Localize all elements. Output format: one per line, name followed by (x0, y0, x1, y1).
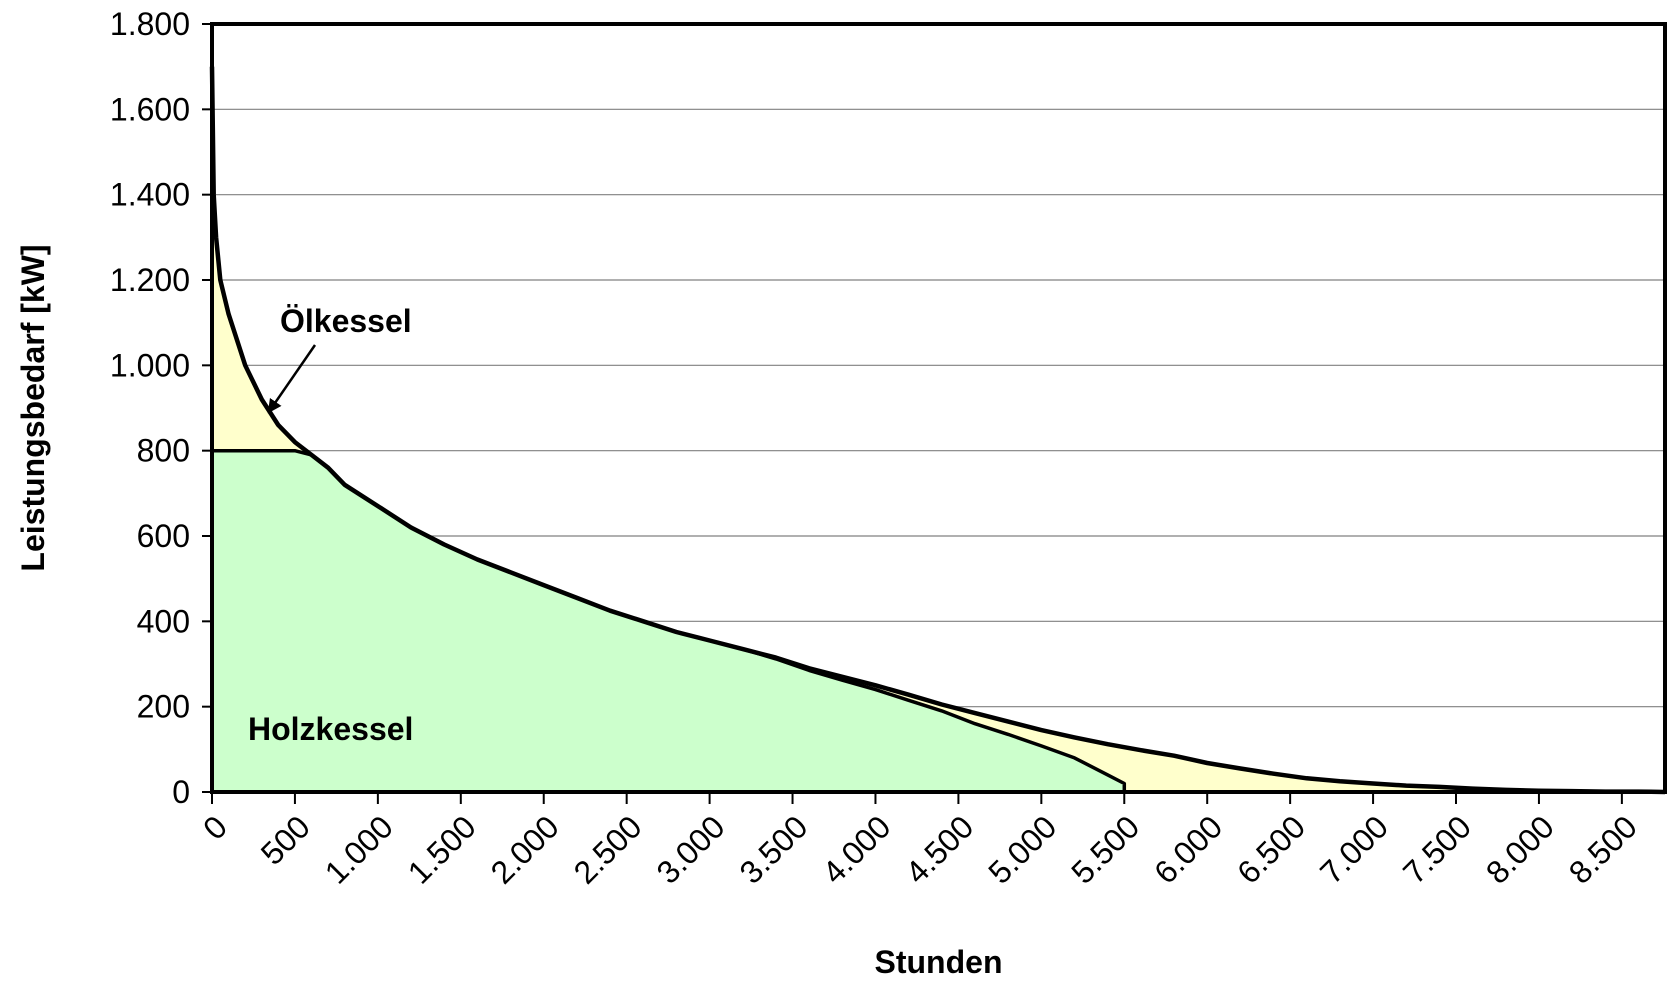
annotation-oelkessel-arrow (267, 344, 317, 414)
x-tick-label-14: 7.000 (1313, 809, 1395, 891)
x-tick-label-0: 0 (196, 809, 234, 847)
line-oelkessel (209, 66, 1666, 795)
x-tick-label-8: 4.000 (815, 809, 897, 891)
x-axis-title: Stunden (875, 944, 1003, 980)
x-tick-label-6: 3.000 (650, 809, 732, 891)
x-tick-label-2: 1.000 (318, 809, 400, 891)
x-tick-label-5: 2.500 (567, 809, 649, 891)
x-tick-label-3: 1.500 (401, 809, 483, 891)
annotation-oelkessel-label: Ölkessel (280, 303, 412, 339)
y-tick-label-2: 400 (137, 603, 190, 639)
line-holzkessel (212, 448, 1127, 792)
x-tick-label-9: 4.500 (898, 809, 980, 891)
x-tick-label-11: 5.500 (1064, 809, 1146, 891)
x-tick-label-12: 6.000 (1147, 809, 1229, 891)
x-tick-label-16: 8.000 (1479, 809, 1561, 891)
x-tick-label-17: 8.500 (1562, 809, 1644, 891)
y-axis-title: Leistungsbedarf [kW] (15, 244, 51, 571)
y-tick-label-7: 1.400 (110, 177, 190, 213)
y-tick-label-6: 1.200 (110, 262, 190, 298)
y-tick-label-3: 600 (137, 518, 190, 554)
x-tick-label-15: 7.500 (1396, 809, 1478, 891)
x-tick-label-13: 6.500 (1230, 809, 1312, 891)
x-tick-label-7: 3.500 (732, 809, 814, 891)
x-tick-label-10: 5.000 (981, 809, 1063, 891)
x-tick-label-1: 500 (254, 809, 317, 872)
plot-frame (210, 22, 1667, 794)
y-tick-label-0: 0 (172, 774, 190, 810)
y-tick-label-9: 1.800 (110, 6, 190, 42)
y-tick-label-8: 1.600 (110, 91, 190, 127)
y-tick-label-5: 1.000 (110, 347, 190, 383)
y-tick-label-4: 800 (137, 433, 190, 469)
annotation-holzkessel-label: Holzkessel (248, 711, 413, 747)
area-holzkessel (212, 450, 1125, 792)
x-tick-label-4: 2.000 (484, 809, 566, 891)
y-tick-label-1: 200 (137, 689, 190, 725)
